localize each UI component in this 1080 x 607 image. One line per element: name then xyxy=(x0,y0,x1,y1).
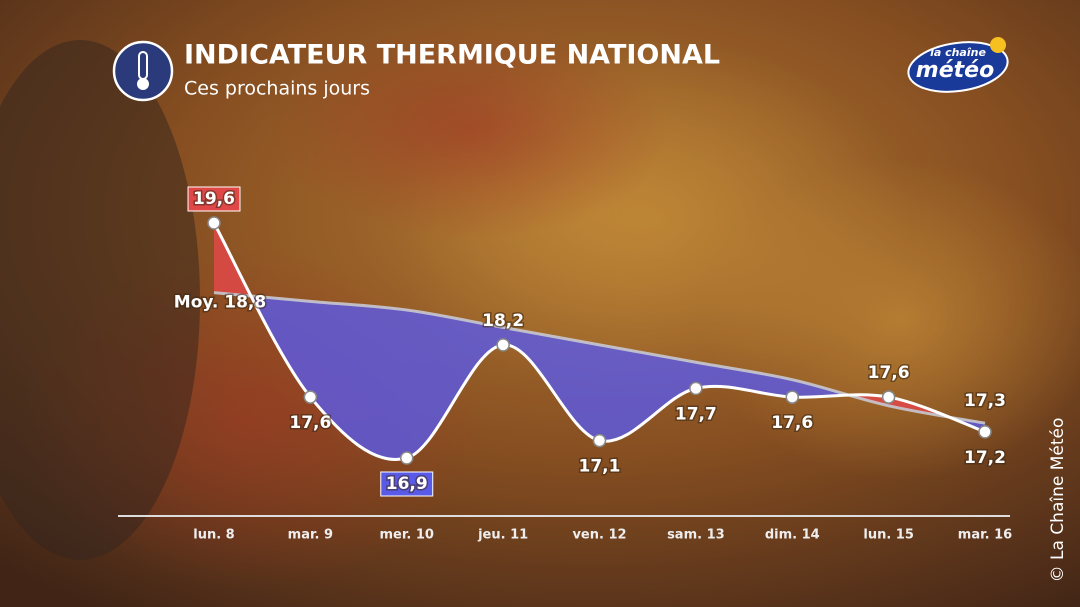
data-label-group: 19,6 xyxy=(187,186,241,212)
data-label: 17,2 xyxy=(964,448,1006,468)
data-label-group: 18,2 xyxy=(481,309,526,332)
point xyxy=(785,390,799,404)
x-tick-label: lun. 8 xyxy=(193,528,234,543)
background-blur xyxy=(270,20,670,240)
subtitle: Ces prochains jours xyxy=(184,78,370,100)
point xyxy=(881,390,896,404)
x-tick-label: sam. 13 xyxy=(667,528,725,543)
data-label-group: 17,6 xyxy=(770,412,815,435)
x-tick-label: ven. 12 xyxy=(572,528,626,543)
x-tick-label: mar. 9 xyxy=(288,528,333,543)
data-label-group: 16,9 xyxy=(380,471,434,497)
thermometer-icon xyxy=(112,40,174,102)
data-label-group: 17,6 xyxy=(866,362,911,385)
point xyxy=(496,338,510,352)
point xyxy=(689,381,703,396)
x-tick-label: mer. 10 xyxy=(380,528,434,543)
logo-text: météo xyxy=(916,58,994,83)
normal-label: Moy. 18,8 xyxy=(174,293,266,313)
label-box xyxy=(187,186,241,212)
data-label: 16,9 xyxy=(386,474,428,494)
logo-text: la chaîne xyxy=(930,46,986,59)
x-tick-label: mar. 16 xyxy=(958,528,1012,543)
x-tick-label: jeu. 11 xyxy=(477,528,528,543)
point xyxy=(592,433,607,448)
point xyxy=(978,425,992,439)
copyright: © La Chaîne Météo xyxy=(1048,418,1068,583)
data-label: 17,6 xyxy=(289,413,331,433)
x-tick-label: dim. 14 xyxy=(765,528,820,543)
normal-label: 17,3 xyxy=(964,391,1006,411)
data-label-group: 17,7 xyxy=(673,403,718,426)
data-label-group: 17,2 xyxy=(963,446,1008,469)
data-label-group: 17,6 xyxy=(288,412,333,435)
temperature-line xyxy=(212,222,986,461)
data-label-group: 17,1 xyxy=(577,455,622,478)
point xyxy=(400,451,414,465)
logo: la chaîne météo xyxy=(907,37,1009,93)
point xyxy=(207,216,221,230)
data-label: 17,1 xyxy=(579,457,621,477)
data-label: 17,6 xyxy=(868,363,910,383)
label-box xyxy=(380,471,434,497)
data-label: 17,7 xyxy=(675,404,717,424)
normal-line xyxy=(213,291,986,425)
title: INDICATEUR THERMIQUE NATIONAL xyxy=(184,40,720,71)
background-blur xyxy=(0,40,200,560)
data-label: 17,6 xyxy=(771,413,813,433)
point xyxy=(303,390,318,404)
x-tick-label: lun. 15 xyxy=(863,528,914,543)
data-label: 18,2 xyxy=(482,311,524,331)
data-label: 19,6 xyxy=(193,189,235,209)
area-below xyxy=(214,292,985,460)
plot: lun. 8 mar. 9 mer. 10 jeu. 11 ven. 12 sam. 13… xyxy=(172,186,1012,543)
